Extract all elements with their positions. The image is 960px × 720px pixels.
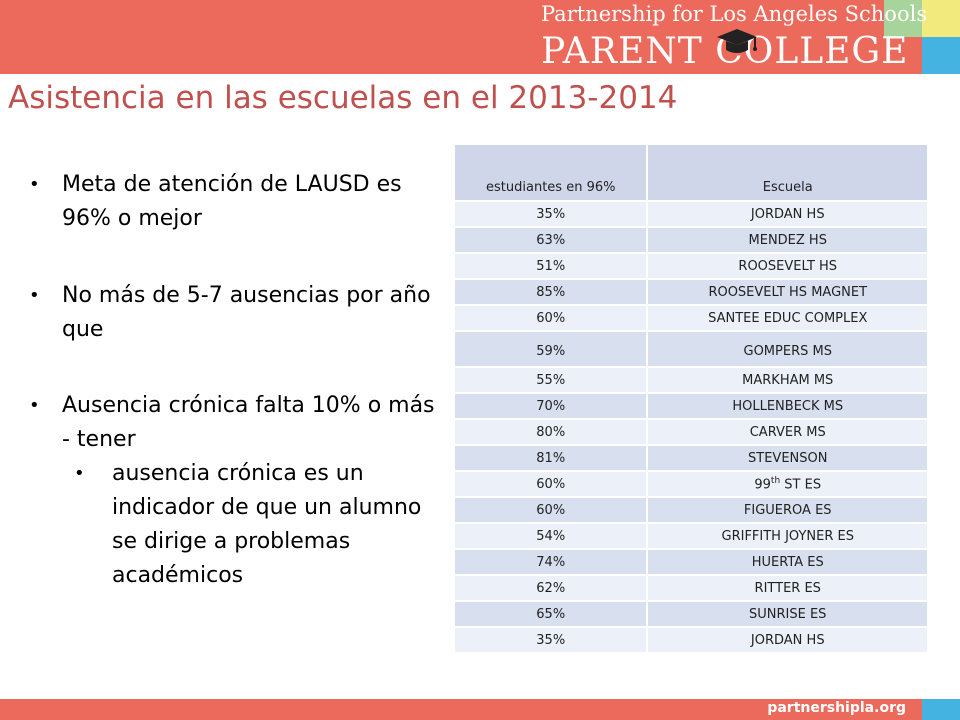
bullet-item: • No más de 5-7 ausencias por año que [26,279,446,347]
pct-cell: 65% [455,601,649,628]
school-cell: SANTEE EDUC COMPLEX [647,305,929,332]
school-cell: MENDEZ HS [647,227,929,254]
bullet-text: Ausencia crónica falta 10% o más - tener [62,393,435,452]
header-school: Escuela [647,145,929,202]
table-row: 85% ROOSEVELT HS MAGNET [455,279,929,306]
pct-cell: 74% [455,549,649,576]
school-name-rest: ST ES [780,477,822,493]
pct-cell: 80% [455,419,649,446]
pct-cell: 55% [455,367,649,394]
table-row: 62% RITTER ES [455,575,929,602]
table-row: 51% ROOSEVELT HS [455,253,929,280]
school-cell: FIGUEROA ES [647,497,929,524]
school-cell: JORDAN HS [647,627,929,654]
footer-blue-square [922,699,960,720]
table-header-row: estudiantes en 96% Escuela [455,145,929,202]
bullet-dot-icon: • [74,463,85,484]
pct-cell: 35% [455,201,649,228]
pct-cell: 54% [455,523,649,550]
school-cell: HOLLENBECK MS [647,393,929,420]
header-yellow-square [922,0,960,37]
pct-cell: 60% [455,305,649,332]
school-cell: CARVER MS [647,419,929,446]
table-row: 70% HOLLENBECK MS [455,393,929,420]
school-cell: HUERTA ES [647,549,929,576]
school-number: 99 [754,477,771,493]
org-name: Partnership for Los Angeles Schools [541,2,928,26]
bullet-item: • Ausencia crónica falta 10% o más - ten… [26,389,446,457]
pct-cell: 35% [455,627,649,654]
pct-cell: 63% [455,227,649,254]
table-row: 60% SANTEE EDUC COMPLEX [455,305,929,332]
table-row: 60% 99th ST ES [455,471,929,498]
bullet-text: Meta de atención de LAUSD es 96% o mejor [62,172,402,231]
pct-cell: 85% [455,279,649,306]
attendance-table: estudiantes en 96% Escuela 35% JORDAN HS… [455,145,929,654]
footer-url: partnershipla.org [767,700,906,716]
bullet-item: • Meta de atención de LAUSD es 96% o mej… [26,168,446,236]
table-row: 63% MENDEZ HS [455,227,929,254]
table-row: 59% GOMPERS MS [455,331,929,368]
school-cell: GRIFFITH JOYNER ES [647,523,929,550]
pct-cell: 62% [455,575,649,602]
pct-cell: 81% [455,445,649,472]
ordinal-suffix: th [770,475,781,486]
school-cell: STEVENSON [647,445,929,472]
header-green-square [884,0,922,37]
table-row: 55% MARKHAM MS [455,367,929,394]
table-row: 35% JORDAN HS [455,627,929,654]
table-row: 74% HUERTA ES [455,549,929,576]
footer-band [0,699,922,720]
bullet-text: No más de 5-7 ausencias por año que [62,283,431,342]
table-row: 60% FIGUEROA ES [455,497,929,524]
school-cell: ROOSEVELT HS [647,253,929,280]
pct-cell: 60% [455,497,649,524]
pct-cell: 59% [455,331,649,368]
school-cell: SUNRISE ES [647,601,929,628]
pct-cell: 60% [455,471,649,498]
slide-title: Asistencia en las escuelas en el 2013-20… [8,80,678,116]
sub-bullet-text: ausencia crónica es un indicador de que … [112,461,422,588]
bullet-dot-icon: • [29,395,40,416]
school-cell: JORDAN HS [647,201,929,228]
school-cell: RITTER ES [647,575,929,602]
header-blue-square [922,37,960,74]
school-cell: 99th ST ES [647,471,929,498]
sub-bullet-item: • ausencia crónica es un indicador de qu… [26,457,446,593]
school-cell: GOMPERS MS [647,331,929,368]
table-row: 81% STEVENSON [455,445,929,472]
bullet-dot-icon: • [29,285,40,306]
table-row: 80% CARVER MS [455,419,929,446]
pct-cell: 70% [455,393,649,420]
graduation-cap-icon [717,29,757,53]
table-row: 65% SUNRISE ES [455,601,929,628]
header-pct: estudiantes en 96% [455,145,649,202]
pct-cell: 51% [455,253,649,280]
bullet-list: • Meta de atención de LAUSD es 96% o mej… [26,168,446,593]
header-band [0,0,922,74]
school-cell: MARKHAM MS [647,367,929,394]
school-cell: ROOSEVELT HS MAGNET [647,279,929,306]
bullet-dot-icon: • [29,174,40,195]
table-row: 54% GRIFFITH JOYNER ES [455,523,929,550]
table-row: 35% JORDAN HS [455,201,929,228]
